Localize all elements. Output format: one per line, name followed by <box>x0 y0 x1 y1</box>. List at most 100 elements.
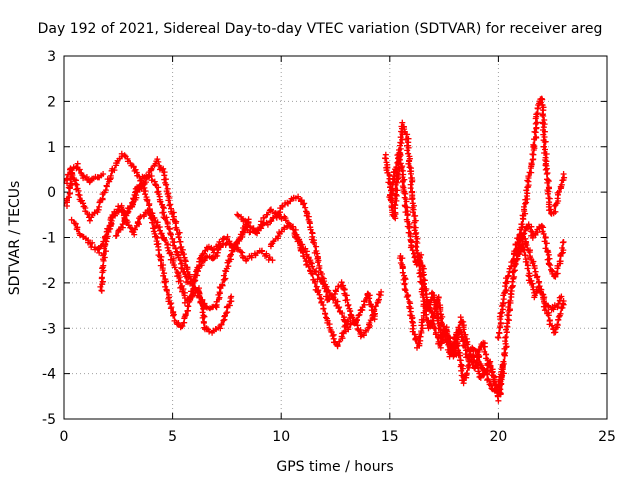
data-point <box>554 321 561 328</box>
data-point <box>342 318 348 325</box>
series-sat-l <box>511 95 568 269</box>
data-point <box>532 120 539 127</box>
data-point <box>269 257 276 264</box>
data-point <box>554 270 561 277</box>
data-point <box>199 314 206 321</box>
data-point <box>284 199 291 206</box>
data-point <box>546 195 553 202</box>
data-point <box>313 283 320 290</box>
data-point <box>311 280 318 286</box>
data-point <box>254 230 261 237</box>
data-point <box>457 314 464 321</box>
data-point <box>68 216 75 223</box>
data-point <box>144 196 151 203</box>
y-tick-label: -5 <box>42 412 56 428</box>
data-point <box>507 297 514 304</box>
data-point <box>212 303 219 310</box>
data-point <box>68 170 75 177</box>
data-point <box>468 358 475 365</box>
data-point <box>495 397 502 404</box>
tick-labels: 0 5 10 15 20 25 -5 -4 -3 -2 -1 0 1 2 3 <box>42 49 616 445</box>
series-sat-m <box>516 221 567 280</box>
data-point <box>355 312 362 319</box>
data-point <box>354 325 361 332</box>
data-point <box>431 325 438 332</box>
data-point <box>523 187 530 194</box>
data-point <box>220 317 227 324</box>
data-point <box>460 326 467 333</box>
data-point <box>543 151 550 157</box>
data-point <box>487 367 494 373</box>
data-series <box>63 95 568 404</box>
data-point <box>272 210 279 217</box>
data-point <box>507 290 514 297</box>
data-point <box>175 234 182 241</box>
data-point <box>181 299 188 306</box>
data-point <box>523 199 530 206</box>
data-point <box>316 265 323 272</box>
data-point <box>551 203 558 209</box>
data-point <box>148 177 155 184</box>
data-point <box>184 274 191 281</box>
data-point <box>409 318 416 325</box>
data-point <box>134 218 141 225</box>
data-point <box>531 265 538 272</box>
data-point <box>322 283 329 290</box>
data-point <box>545 251 552 258</box>
data-point <box>497 386 504 393</box>
data-point <box>258 248 265 255</box>
data-point <box>119 221 126 228</box>
data-point <box>555 316 562 323</box>
data-point <box>317 295 324 302</box>
data-point <box>543 240 550 247</box>
data-point <box>529 280 536 287</box>
data-point <box>221 313 228 320</box>
data-point <box>404 212 411 219</box>
data-point <box>309 263 315 270</box>
y-tick-label: 3 <box>47 49 56 65</box>
data-point <box>488 385 495 392</box>
data-point <box>455 324 462 331</box>
data-point <box>221 235 227 242</box>
data-point <box>99 278 106 285</box>
data-point <box>179 288 186 295</box>
data-point <box>264 211 271 218</box>
data-point <box>217 325 224 332</box>
data-point <box>228 251 234 258</box>
data-point <box>266 254 273 261</box>
data-point <box>436 340 443 347</box>
data-point <box>465 363 471 370</box>
data-point <box>160 204 166 211</box>
data-point <box>154 219 161 226</box>
data-point <box>167 231 174 238</box>
data-point <box>323 314 329 321</box>
data-point <box>164 244 171 251</box>
data-point <box>192 271 198 278</box>
data-point <box>100 171 107 177</box>
data-point <box>540 296 547 303</box>
data-point <box>336 304 343 311</box>
data-point <box>300 201 307 208</box>
data-point <box>311 239 318 246</box>
data-point <box>437 344 444 351</box>
data-point <box>485 361 492 367</box>
data-point <box>421 277 428 284</box>
data-point <box>398 140 405 147</box>
data-point <box>560 239 567 245</box>
data-point <box>104 233 111 240</box>
data-point <box>550 306 557 313</box>
x-tick-label: 25 <box>598 429 616 445</box>
data-point <box>530 286 537 293</box>
data-point <box>547 262 554 269</box>
data-point <box>245 219 252 226</box>
data-point <box>334 298 341 305</box>
data-point <box>481 371 488 378</box>
data-point <box>557 310 564 317</box>
data-point <box>435 294 442 301</box>
data-point <box>161 237 168 244</box>
y-tick-label: 0 <box>47 185 56 201</box>
data-point <box>165 197 172 204</box>
data-point <box>542 146 548 153</box>
data-point <box>538 223 545 230</box>
x-axis-label: GPS time / hours <box>276 459 393 475</box>
